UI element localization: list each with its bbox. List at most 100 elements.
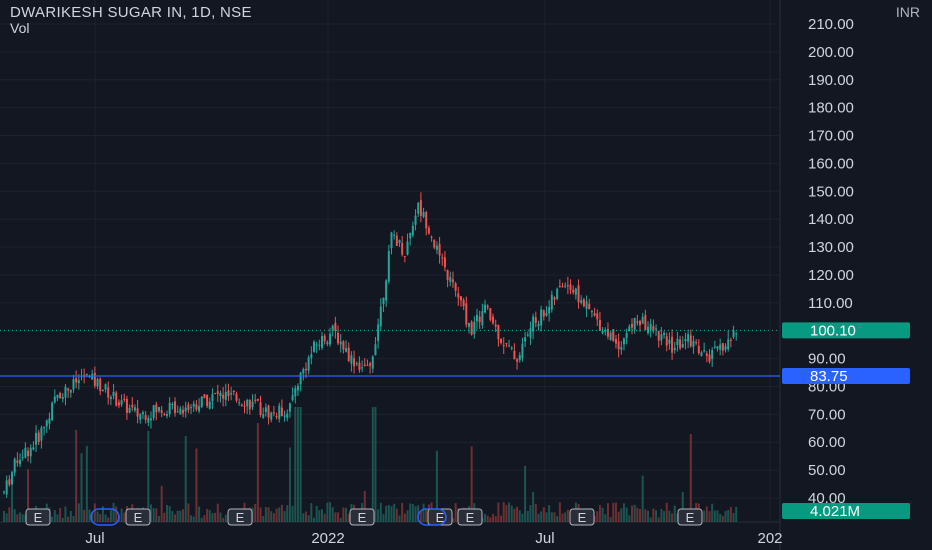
candle-body: [569, 284, 572, 290]
volume-bar: [508, 502, 511, 522]
candle-body: [679, 339, 682, 349]
volume-bar: [385, 505, 388, 522]
candle-body: [11, 472, 14, 485]
volume-bar: [272, 513, 275, 522]
earnings-event-marker[interactable]: E: [25, 508, 51, 526]
event-markers[interactable]: E E E E E E EE: [25, 508, 703, 526]
candle-body: [208, 401, 211, 409]
candle-body: [198, 406, 201, 412]
candle-body: [131, 404, 134, 408]
volume-bar: [339, 517, 342, 522]
candle-body: [168, 402, 171, 414]
price-tick-label: 180.00: [808, 100, 854, 117]
volume-bar: [157, 516, 160, 522]
time-axis[interactable]: Jul 2022 Jul 202: [85, 530, 782, 547]
earnings-event-marker[interactable]: E: [569, 508, 595, 526]
volume-bar: [291, 505, 294, 522]
candle-body: [684, 339, 687, 342]
candle-body: [29, 447, 32, 457]
dividend-marker[interactable]: [417, 508, 447, 526]
price-tick-label: 90.00: [808, 351, 846, 368]
earnings-event-marker[interactable]: E: [349, 508, 375, 526]
volume-bar: [671, 513, 674, 522]
volume-bar: [542, 507, 545, 522]
volume-bar: [259, 507, 262, 522]
volume-bar: [222, 517, 225, 522]
candle-body: [668, 339, 671, 344]
candle-body: [663, 332, 666, 336]
volume-bar: [219, 512, 222, 522]
candle-body: [417, 202, 420, 214]
volume-bar: [93, 503, 96, 522]
earnings-event-marker[interactable]: E: [427, 508, 453, 526]
volume-bar: [393, 503, 396, 522]
candle-body: [91, 373, 94, 380]
candle-body: [636, 321, 639, 323]
candle-body: [75, 378, 78, 383]
candle-body: [323, 335, 326, 342]
candle-body: [179, 408, 182, 415]
candle-body: [433, 240, 436, 248]
earnings-event-marker[interactable]: E: [677, 508, 703, 526]
volume-bar: [502, 502, 505, 522]
candle-body: [390, 232, 393, 249]
candle-body: [590, 310, 593, 313]
volume-bar: [735, 506, 738, 522]
earnings-event-marker[interactable]: E: [457, 508, 483, 526]
candle-body: [687, 334, 690, 342]
volume-bar: [732, 512, 735, 522]
earnings-event-marker[interactable]: E: [227, 508, 253, 526]
volume-bar: [24, 514, 27, 522]
volume-bar: [182, 509, 185, 522]
candle-body: [88, 376, 91, 378]
candle-body: [652, 326, 655, 331]
volume-bar: [51, 516, 54, 522]
volume-bar: [377, 509, 380, 522]
volume-bar: [198, 506, 201, 522]
candle-body: [494, 324, 497, 327]
volume-bar: [422, 503, 425, 522]
candle-body: [64, 386, 67, 398]
volume-bar: [312, 517, 315, 522]
candle-body: [639, 320, 642, 326]
candle-body: [139, 414, 142, 420]
volume-bar: [513, 508, 516, 522]
candle-body: [176, 411, 179, 413]
volume-bar: [200, 517, 203, 522]
candle-body: [355, 363, 358, 365]
volume-bar: [176, 510, 179, 522]
candle-body: [374, 344, 377, 356]
event-marker-label: E: [466, 510, 475, 525]
candle-body: [510, 347, 513, 349]
volume-bar: [532, 491, 535, 522]
volume-bar: [387, 505, 390, 522]
price-tick-label: 70.00: [808, 406, 846, 423]
volume-bar: [486, 515, 489, 522]
candle-body: [339, 341, 342, 345]
candle-body: [596, 313, 599, 320]
candle-body: [451, 279, 454, 283]
candle-body: [141, 412, 144, 415]
volume-bar: [254, 504, 257, 522]
dividend-marker[interactable]: [90, 508, 120, 526]
earnings-event-marker[interactable]: E: [125, 508, 151, 526]
candle-body: [622, 338, 625, 345]
candle-body: [203, 394, 206, 399]
candle-body: [27, 450, 30, 456]
candle-body: [724, 346, 727, 350]
candle-body: [51, 402, 54, 421]
volume-bar: [171, 511, 174, 522]
volume-bar: [724, 511, 727, 522]
candle-body: [230, 392, 233, 395]
volume-bar: [27, 469, 30, 522]
volume-bar: [553, 512, 556, 522]
candle-body: [735, 333, 738, 335]
price-tick-label: 120.00: [808, 267, 854, 284]
candle-body: [296, 385, 299, 391]
event-marker-label: E: [236, 510, 245, 525]
candle-body: [409, 232, 412, 239]
volume-bar: [329, 502, 332, 522]
volume-bar: [401, 502, 404, 522]
volume-bar: [374, 407, 377, 522]
